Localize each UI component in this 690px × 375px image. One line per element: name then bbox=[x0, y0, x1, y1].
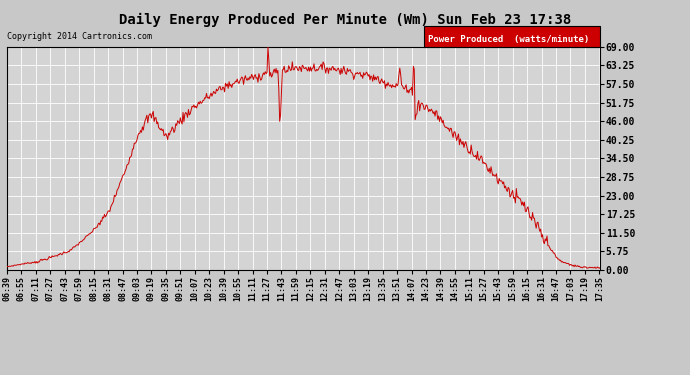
Text: Copyright 2014 Cartronics.com: Copyright 2014 Cartronics.com bbox=[7, 32, 152, 41]
Text: Daily Energy Produced Per Minute (Wm) Sun Feb 23 17:38: Daily Energy Produced Per Minute (Wm) Su… bbox=[119, 13, 571, 27]
Text: Power Produced  (watts/minute): Power Produced (watts/minute) bbox=[428, 35, 589, 44]
